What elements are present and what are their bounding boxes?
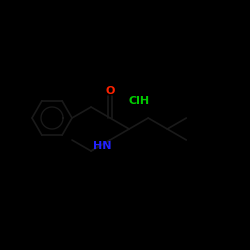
Text: ClH: ClH xyxy=(128,96,149,106)
Text: O: O xyxy=(106,86,115,96)
Text: HN: HN xyxy=(93,141,111,151)
